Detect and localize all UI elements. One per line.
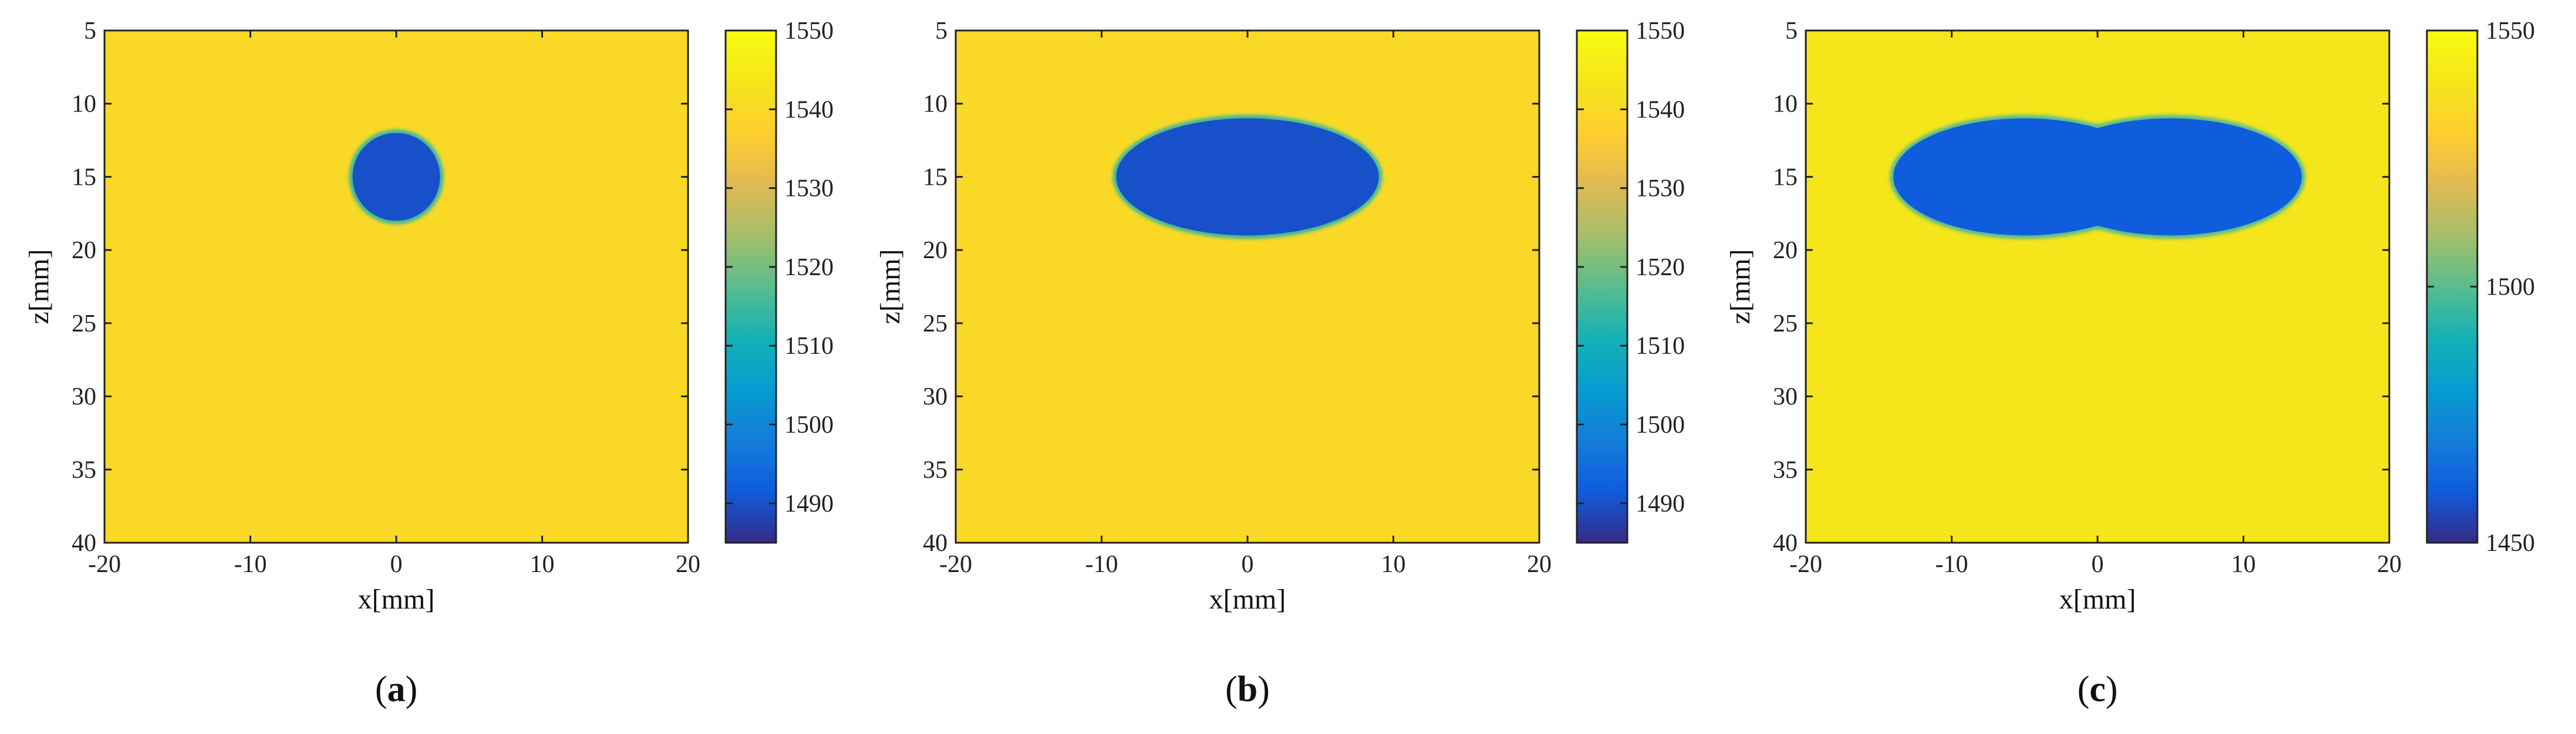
panel-label: (c) — [2077, 669, 2118, 709]
panel-label: (b) — [1225, 669, 1270, 709]
colorbar-tick-label: 1520 — [1636, 254, 1685, 281]
colorbar-tick-label: 1510 — [1636, 333, 1685, 360]
y-tick-label: 15 — [72, 164, 96, 191]
colorbar — [2426, 29, 2479, 544]
colorbar-tick-label: 1450 — [2486, 530, 2535, 557]
x-tick-label: 0 — [2092, 551, 2104, 578]
x-tick-label: 0 — [390, 551, 403, 578]
colorbar-tick-label: 1500 — [2486, 274, 2535, 301]
y-tick-label: 35 — [72, 456, 96, 483]
x-tick-label: -10 — [234, 551, 267, 578]
x-tick-label: 10 — [2231, 551, 2256, 578]
y-tick-label: 30 — [72, 384, 96, 411]
y-tick-label: 20 — [72, 237, 96, 264]
inclusion — [352, 133, 440, 221]
x-tick-label: 20 — [2377, 551, 2402, 578]
x-tick-label: -20 — [1789, 551, 1822, 578]
x-tick-label: -10 — [1085, 551, 1118, 578]
y-axis-label: z[mm] — [875, 249, 906, 324]
y-tick-label: 25 — [72, 310, 96, 337]
colorbar-tick-label: 1540 — [1636, 96, 1685, 123]
background-field — [104, 31, 688, 543]
y-tick-label: 20 — [923, 237, 948, 264]
x-axis-label: x[mm] — [1209, 584, 1286, 615]
colorbar-tick-label: 1520 — [784, 254, 834, 281]
inclusion — [1116, 118, 1379, 236]
colorbar-tick-label: 1500 — [784, 412, 834, 439]
panel-a: -20 -10 0 10 20510152025303540x[mm]z[mm]1490… — [23, 18, 834, 615]
y-axis-label: z[mm] — [1725, 249, 1756, 324]
colorbar-tick-label: 1510 — [784, 333, 834, 360]
y-tick-label: 10 — [923, 91, 948, 118]
y-tick-label: 40 — [923, 530, 948, 557]
x-tick-label: 10 — [530, 551, 555, 578]
y-tick-label: 40 — [1773, 530, 1798, 557]
x-axis-label: x[mm] — [358, 584, 435, 615]
x-tick-label: 20 — [1527, 551, 1552, 578]
y-tick-label: 25 — [923, 310, 948, 337]
panel-b: -20 -10 0 10 20510152025303540x[mm]z[mm]1490… — [875, 18, 1685, 615]
x-tick-label: -20 — [939, 551, 972, 578]
colorbar — [1576, 29, 1628, 544]
y-tick-label: 10 — [1773, 91, 1798, 118]
y-tick-label: 40 — [72, 530, 96, 557]
x-tick-label: -20 — [88, 551, 121, 578]
y-tick-label: 5 — [84, 18, 96, 45]
colorbar-tick-label: 1530 — [784, 175, 834, 202]
y-tick-label: 25 — [1773, 310, 1798, 337]
y-tick-label: 35 — [1773, 456, 1798, 483]
background-field — [956, 31, 1539, 543]
colorbar-tick-label: 1490 — [1636, 491, 1685, 517]
colorbar-tick-label: 1530 — [1636, 175, 1685, 202]
panel-label-letter: c — [2089, 669, 2106, 709]
panel-label-letter: b — [1237, 669, 1258, 709]
colorbar-tick-label: 1490 — [784, 491, 834, 517]
colorbar-tick-label: 1540 — [784, 96, 834, 123]
y-tick-label: 35 — [923, 456, 948, 483]
colorbar — [724, 29, 777, 544]
y-axis-label: z[mm] — [23, 249, 55, 324]
y-tick-label: 30 — [923, 384, 948, 411]
panel-c: -20 -10 0 10 20 5 10 15 20 25 30 35 40 x[mm] z[mm] 1450… — [1725, 18, 2535, 615]
y-tick-label: 15 — [1773, 164, 1798, 191]
colorbar-tick-label: 1550 — [2486, 18, 2535, 45]
x-tick-label: -10 — [1936, 551, 1968, 578]
y-tick-label: 20 — [1773, 237, 1798, 264]
y-tick-label: 30 — [1773, 384, 1798, 411]
inclusion — [2039, 118, 2302, 236]
colorbar-tick-label: 1550 — [784, 18, 834, 45]
panel-label-letter: a — [387, 669, 406, 709]
y-tick-label: 15 — [923, 164, 948, 191]
y-tick-label: 5 — [935, 18, 948, 45]
colorbar-tick-label: 1500 — [1636, 412, 1685, 439]
panel-label: (a) — [375, 669, 418, 709]
x-tick-label: 10 — [1381, 551, 1406, 578]
background-field — [1806, 31, 2389, 543]
colorbar-tick-label: 1550 — [1636, 18, 1685, 45]
x-tick-label: 20 — [676, 551, 700, 578]
y-tick-label: 10 — [72, 91, 96, 118]
y-tick-label: 5 — [1785, 18, 1798, 45]
x-tick-label: 0 — [1242, 551, 1254, 578]
x-axis-label: x[mm] — [2059, 584, 2136, 615]
